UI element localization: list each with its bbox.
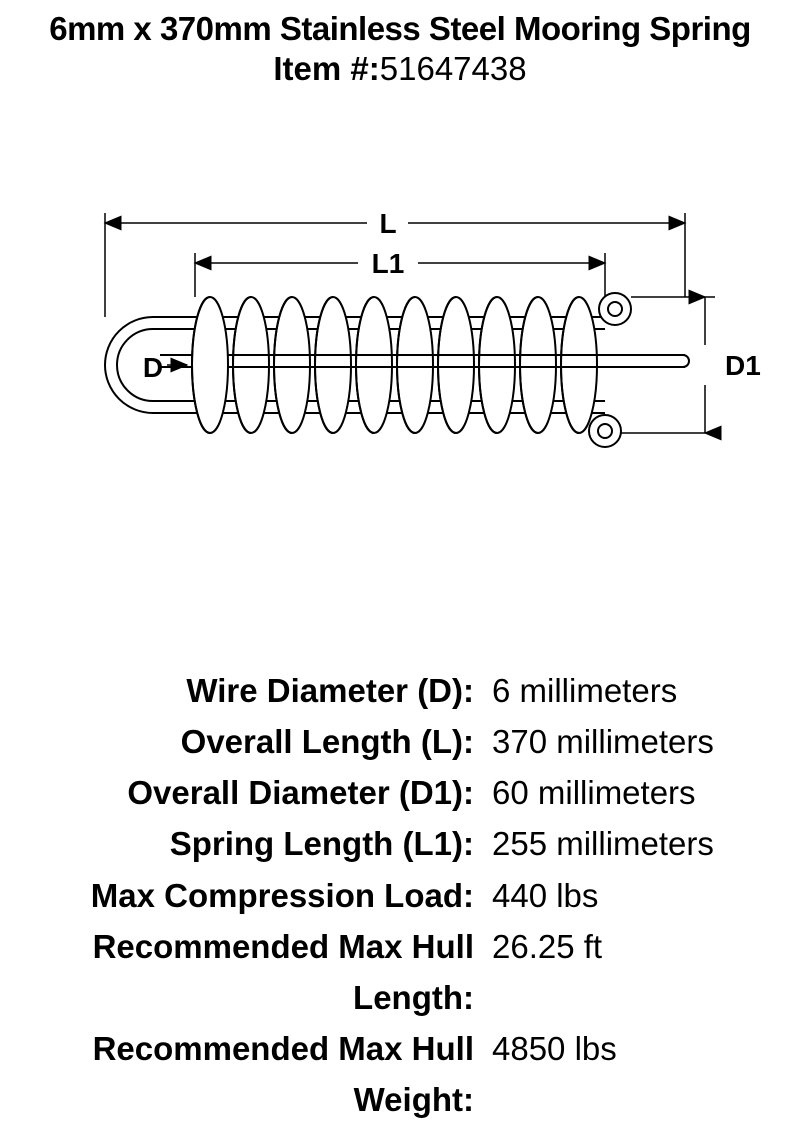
- spec-value: 370 millimeters: [492, 716, 714, 767]
- spec-label: Recommended Max Hull Length:: [0, 921, 492, 1023]
- spec-row: Max Compression Load: 440 lbs: [0, 870, 800, 921]
- item-line: Item #:51647438: [0, 50, 800, 88]
- spec-label: Overall Length (L):: [0, 716, 492, 767]
- spec-label: Recommended Max Hull Weight:: [0, 1023, 492, 1125]
- item-number: 51647438: [380, 50, 527, 87]
- spec-label: Overall Diameter (D1):: [0, 767, 492, 818]
- spec-value: 6 millimeters: [492, 665, 677, 716]
- spec-value: 4850 lbs: [492, 1023, 617, 1125]
- diagram-svg: L L1: [45, 205, 765, 465]
- spec-label: Max Compression Load:: [0, 870, 492, 921]
- spec-row: Recommended Max Hull Weight: 4850 lbs: [0, 1023, 800, 1125]
- item-label: Item #:: [273, 50, 379, 87]
- dim-L-label: L: [379, 208, 396, 239]
- product-title: 6mm x 370mm Stainless Steel Mooring Spri…: [0, 10, 800, 48]
- spec-value: 60 millimeters: [492, 767, 696, 818]
- dim-L1-label: L1: [372, 248, 405, 279]
- spec-row: Overall Length (L): 370 millimeters: [0, 716, 800, 767]
- spec-label: Spring Length (L1):: [0, 818, 492, 869]
- spec-value: 255 millimeters: [492, 818, 714, 869]
- dim-D1-label: D1: [725, 350, 761, 381]
- spec-value: 26.25 ft: [492, 921, 602, 1023]
- spec-label: Wire Diameter (D):: [0, 665, 492, 716]
- header: 6mm x 370mm Stainless Steel Mooring Spri…: [0, 0, 800, 88]
- spec-row: Spring Length (L1): 255 millimeters: [0, 818, 800, 869]
- spec-row: Wire Diameter (D): 6 millimeters: [0, 665, 800, 716]
- dim-D-label: D: [143, 352, 163, 383]
- specs-table: Wire Diameter (D): 6 millimeters Overall…: [0, 665, 800, 1125]
- spec-row: Recommended Max Hull Length: 26.25 ft: [0, 921, 800, 1023]
- spring-diagram: L L1: [45, 205, 765, 465]
- spec-row: Overall Diameter (D1): 60 millimeters: [0, 767, 800, 818]
- spec-value: 440 lbs: [492, 870, 598, 921]
